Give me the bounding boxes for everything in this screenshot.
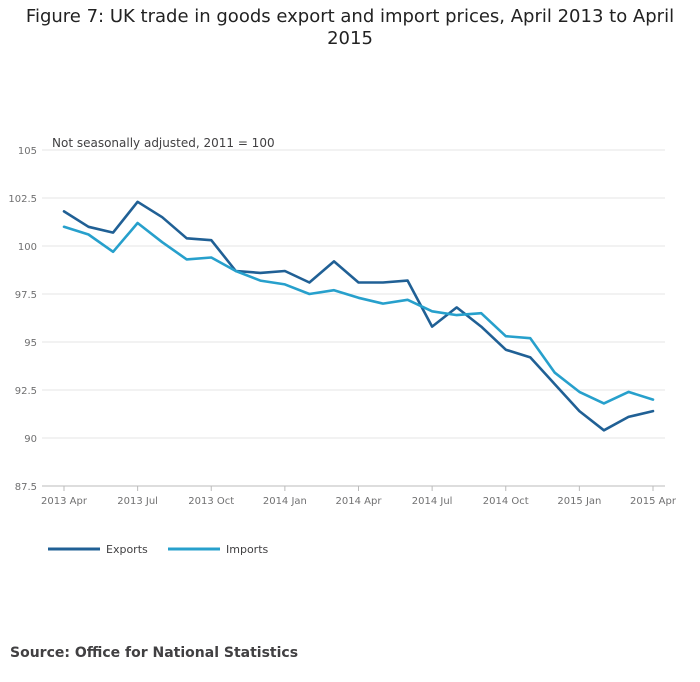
y-tick-label: 97.5: [15, 290, 37, 301]
x-tick-label: 2013 Oct: [188, 496, 234, 507]
legend: Exports Imports: [48, 543, 269, 556]
y-tick-label: 102.5: [8, 194, 37, 205]
x-tick-label: 2014 Jul: [412, 496, 453, 507]
grid-lines: [42, 149, 665, 487]
y-tick-label: 87.5: [15, 482, 37, 493]
series-line-imports: [62, 221, 655, 405]
series-line-exports: [62, 200, 655, 432]
y-axis: 87.5 90 92.5 95 97.5 100 102.5 105: [8, 146, 37, 493]
y-tick-label: 105: [18, 146, 37, 157]
x-tick-label: 2015 Jan: [557, 496, 601, 507]
x-tick-label: 2014 Apr: [336, 496, 383, 507]
series-lines: [62, 200, 655, 432]
x-tick-label: 2014 Oct: [483, 496, 529, 507]
x-tick-label: 2013 Jul: [117, 496, 158, 507]
y-tick-label: 95: [24, 338, 37, 349]
legend-label-exports: Exports: [106, 543, 148, 556]
chart-title: Figure 7: UK trade in goods export and i…: [25, 6, 675, 49]
chart-subtitle: Not seasonally adjusted, 2011 = 100: [52, 136, 275, 150]
x-axis: 2013 Apr 2013 Jul 2013 Oct 2014 Jan 2014 Apr…: [41, 486, 677, 507]
legend-label-imports: Imports: [226, 543, 269, 556]
x-tick-label: 2015 Apr: [630, 496, 677, 507]
x-tick-label: 2013 Apr: [41, 496, 88, 507]
y-tick-label: 90: [24, 434, 37, 445]
x-tick-label: 2014 Jan: [263, 496, 307, 507]
source-note: Source: Office for National Statistics: [10, 645, 299, 661]
y-tick-label: 92.5: [15, 386, 37, 397]
y-tick-label: 100: [18, 242, 37, 253]
